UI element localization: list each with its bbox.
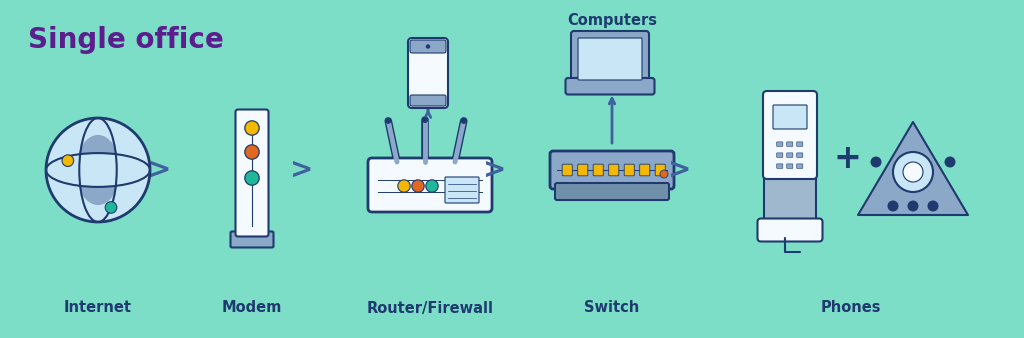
FancyBboxPatch shape (408, 38, 449, 108)
Circle shape (461, 118, 467, 124)
FancyBboxPatch shape (764, 169, 816, 228)
Circle shape (245, 171, 259, 185)
Circle shape (426, 44, 430, 49)
FancyBboxPatch shape (562, 164, 572, 176)
FancyBboxPatch shape (236, 110, 268, 237)
FancyBboxPatch shape (640, 164, 650, 176)
Circle shape (245, 121, 259, 135)
FancyBboxPatch shape (797, 164, 803, 168)
Text: Phones: Phones (821, 300, 882, 315)
FancyBboxPatch shape (550, 151, 674, 189)
FancyBboxPatch shape (655, 164, 666, 176)
FancyBboxPatch shape (445, 177, 479, 203)
Text: Internet: Internet (63, 300, 132, 315)
Ellipse shape (76, 135, 120, 205)
Text: Single office: Single office (28, 26, 224, 54)
FancyBboxPatch shape (776, 164, 782, 168)
Circle shape (870, 156, 882, 168)
Circle shape (62, 155, 74, 166)
Circle shape (893, 152, 933, 192)
Text: >: > (291, 156, 313, 184)
Polygon shape (858, 122, 968, 215)
Circle shape (385, 118, 391, 124)
Circle shape (907, 200, 919, 212)
Circle shape (422, 117, 428, 123)
FancyBboxPatch shape (571, 31, 649, 87)
Circle shape (46, 118, 150, 222)
FancyBboxPatch shape (758, 218, 822, 241)
FancyBboxPatch shape (578, 38, 642, 80)
Circle shape (412, 180, 424, 192)
FancyBboxPatch shape (625, 164, 634, 176)
Circle shape (944, 156, 955, 168)
FancyBboxPatch shape (593, 164, 603, 176)
FancyBboxPatch shape (608, 164, 618, 176)
FancyBboxPatch shape (776, 153, 782, 157)
Text: >: > (148, 156, 172, 184)
FancyBboxPatch shape (797, 153, 803, 157)
FancyBboxPatch shape (410, 95, 446, 106)
Text: Modem: Modem (222, 300, 283, 315)
Text: Router/Firewall: Router/Firewall (367, 300, 494, 315)
FancyBboxPatch shape (410, 40, 446, 53)
FancyBboxPatch shape (776, 142, 782, 146)
Circle shape (928, 200, 939, 212)
FancyBboxPatch shape (786, 153, 793, 157)
Circle shape (397, 180, 411, 192)
Text: >: > (669, 156, 691, 184)
FancyBboxPatch shape (565, 78, 654, 95)
Ellipse shape (46, 153, 150, 187)
Circle shape (903, 162, 923, 182)
FancyBboxPatch shape (773, 105, 807, 129)
FancyBboxPatch shape (797, 142, 803, 146)
FancyBboxPatch shape (230, 232, 273, 247)
Text: Computers: Computers (567, 13, 657, 27)
Circle shape (426, 180, 438, 192)
Text: >: > (483, 156, 507, 184)
FancyBboxPatch shape (368, 158, 492, 212)
FancyBboxPatch shape (555, 183, 669, 200)
Text: Switch: Switch (585, 300, 640, 315)
FancyBboxPatch shape (578, 164, 588, 176)
FancyBboxPatch shape (763, 91, 817, 179)
Circle shape (660, 170, 668, 178)
FancyBboxPatch shape (786, 164, 793, 168)
Circle shape (105, 202, 117, 213)
FancyBboxPatch shape (786, 142, 793, 146)
Circle shape (245, 145, 259, 159)
Text: +: + (834, 142, 861, 174)
Circle shape (888, 200, 898, 212)
